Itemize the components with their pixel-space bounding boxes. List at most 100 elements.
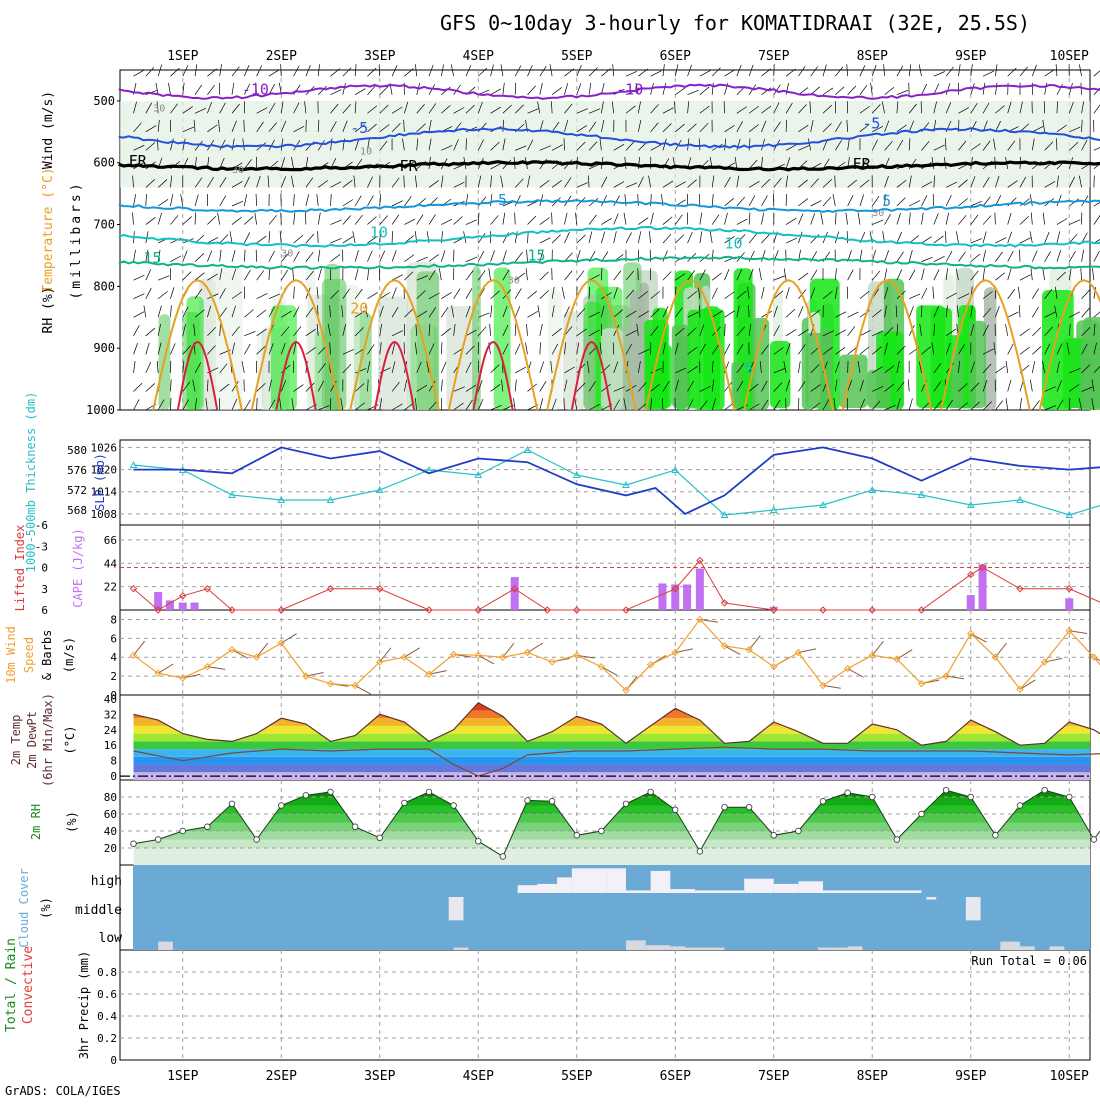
wind-barb — [946, 83, 950, 94]
temp-contour-label: -10 — [616, 81, 643, 99]
wind-barb — [946, 195, 951, 206]
wind-barb — [675, 88, 685, 95]
wind-barb — [712, 68, 720, 77]
wind-tick-label: 8 — [110, 613, 117, 626]
wind-barb — [146, 362, 151, 373]
bottom-date-label: 5SEP — [561, 1069, 592, 1084]
wind-barb — [134, 343, 138, 354]
wind-barb — [983, 71, 994, 76]
wind-barb — [441, 380, 442, 392]
wind-barb — [811, 201, 822, 206]
wind-barb — [170, 287, 174, 298]
wind-barb — [158, 199, 168, 206]
wind-barb — [564, 213, 567, 225]
wind-barb — [367, 268, 368, 280]
low-cloud-block — [1020, 946, 1035, 950]
wind-barb — [725, 292, 735, 299]
wind-barb — [232, 83, 234, 95]
rh2m-line-point — [131, 841, 137, 847]
cloud-ylabel: Cloud Cover(%) — [17, 868, 53, 947]
high-cloud-block — [744, 879, 774, 893]
thickness-tick-label: 572 — [67, 484, 87, 497]
high-cloud-block — [557, 877, 572, 893]
wind-barb — [244, 216, 253, 224]
wind-barb — [983, 250, 986, 262]
wind-barb — [835, 268, 836, 280]
wind-barb — [897, 198, 906, 206]
wind-barb — [515, 213, 516, 225]
wind-axis-label-2: Speed — [22, 637, 36, 673]
rh-band-base — [120, 857, 1090, 866]
wind-barb — [281, 64, 282, 76]
wind-barb — [515, 367, 526, 373]
wind-barb — [230, 231, 232, 243]
wind-barb — [146, 194, 147, 206]
cape-bar — [696, 569, 704, 610]
rh2m-line-point — [599, 828, 605, 834]
wind-barb — [761, 234, 769, 243]
wind-barb — [884, 64, 885, 76]
li-tick-label: 6 — [41, 604, 48, 617]
wind-barb — [1020, 275, 1031, 280]
wind-barb — [649, 231, 650, 243]
wind-barb — [860, 195, 864, 206]
temp-contour-label: 10 — [370, 224, 388, 242]
wind-barb — [811, 270, 817, 280]
top-date-label: 6SEP — [660, 49, 691, 64]
cape-tick-label: 44 — [104, 557, 118, 570]
wind-barb — [1008, 289, 1015, 299]
middle-cloud-block — [449, 897, 464, 920]
wind-barb — [885, 268, 887, 280]
wind-barb — [343, 215, 351, 224]
wind-barb — [540, 324, 543, 336]
wind-barb — [710, 231, 712, 243]
wind-barb — [269, 251, 275, 262]
wind-barb — [848, 312, 859, 317]
wind-barb — [1008, 269, 1011, 281]
wind-barb — [552, 213, 553, 225]
wind-barb — [331, 194, 332, 206]
rh2m-line-point — [278, 803, 284, 809]
wind-barb — [207, 85, 214, 95]
rh-tick-label: 40 — [104, 825, 117, 838]
wind-barb — [1094, 251, 1100, 262]
wind-barb — [774, 276, 785, 280]
precip-tick-label: 0.2 — [97, 1032, 117, 1045]
slp-ylabel-right: SLP (mb) — [93, 453, 107, 511]
wind-barb — [577, 65, 582, 76]
wind-barb — [183, 217, 192, 225]
wind-barb — [577, 271, 584, 281]
low-cloud-block — [1000, 942, 1020, 950]
wind-barb — [749, 213, 750, 225]
wind-barb — [353, 231, 355, 243]
rh2m-line-point — [402, 800, 408, 806]
wind-barb — [454, 216, 463, 224]
temp-contour-label: FR — [129, 152, 148, 170]
cape-panel — [120, 540, 1100, 613]
wind-barb — [725, 198, 734, 206]
wind-barb — [823, 197, 831, 206]
wind-barb — [441, 250, 445, 261]
wind-barb — [1094, 104, 1100, 114]
wind-barb — [934, 71, 945, 76]
cape-ylabel: Lifted Index — [13, 525, 27, 612]
cape-bar — [179, 603, 187, 610]
low-cloud-block — [626, 940, 646, 950]
wind-barb — [614, 231, 617, 243]
wind-barb — [784, 268, 786, 280]
rh-tick-label: 60 — [104, 808, 117, 821]
wind-barb — [786, 194, 787, 206]
wind-barb — [232, 250, 235, 262]
wind-barb — [1006, 361, 1008, 373]
wind-barb — [404, 196, 411, 206]
cape-axis-label: CAPE (J/kg) — [71, 528, 85, 607]
wind-barb — [601, 218, 611, 224]
wind-barb — [244, 344, 250, 354]
middle-cloud-block — [966, 897, 981, 920]
wind-barb-10m — [528, 643, 543, 652]
rh2m-line-point — [672, 807, 678, 813]
wind-barb — [798, 306, 803, 317]
wind-barb — [885, 87, 894, 94]
rh2m-line-point — [426, 789, 432, 795]
wind-barb — [355, 215, 362, 224]
